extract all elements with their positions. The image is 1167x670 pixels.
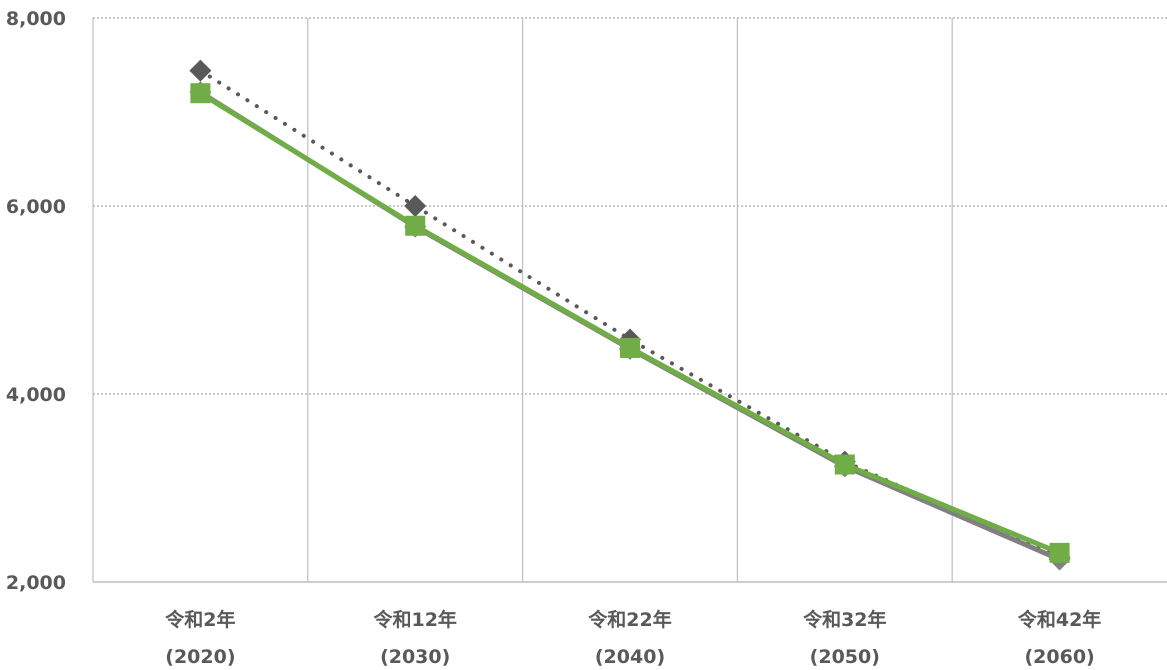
series-3-point: [405, 215, 426, 236]
grid-layer: [92, 17, 1167, 582]
x-tick-label: 令和2年 (2020): [165, 608, 235, 668]
series-3-point: [834, 454, 855, 475]
x-tick-label-era: 令和32年: [803, 608, 886, 631]
series-1-point: [404, 195, 427, 217]
y-tick-label: 4,000: [6, 384, 66, 406]
x-tick-label-era: 令和12年: [373, 608, 456, 631]
x-tick-label-year: (2040): [595, 646, 665, 668]
x-tick-label-era: 令和42年: [1018, 608, 1101, 631]
series-layer: [189, 59, 1071, 571]
y-tick-label: 6,000: [6, 196, 66, 218]
x-tick-label-year: (2050): [810, 646, 880, 668]
series-2-line: [197, 89, 1063, 562]
x-tick-label-era: 令和22年: [588, 608, 671, 631]
x-tick-label: 令和42年 (2060): [1018, 608, 1101, 668]
series-3-point: [190, 83, 211, 104]
x-tick-label-year: (2060): [1024, 646, 1094, 668]
series-3-line: [197, 90, 1063, 556]
y-tick-label: 2,000: [6, 572, 66, 594]
x-tick-label-year: (2030): [380, 646, 450, 668]
x-tick-label: 令和12年 (2030): [373, 608, 456, 668]
y-tick-label: 8,000: [6, 8, 66, 30]
x-tick-label-year: (2020): [165, 646, 235, 668]
series-3-point: [1049, 542, 1070, 563]
x-tick-label: 令和32年 (2050): [803, 608, 886, 668]
series-1-line: [198, 68, 1062, 560]
series-3-point: [620, 337, 640, 358]
series-1-point: [189, 59, 212, 82]
axis-layer: 2,000 4,000 6,000 8,000 令和2年 (2020) 令和12年 (2030…: [6, 8, 1167, 668]
x-tick-label-era: 令和2年: [165, 608, 235, 631]
x-tick-label: 令和22年 (2040): [588, 608, 671, 668]
